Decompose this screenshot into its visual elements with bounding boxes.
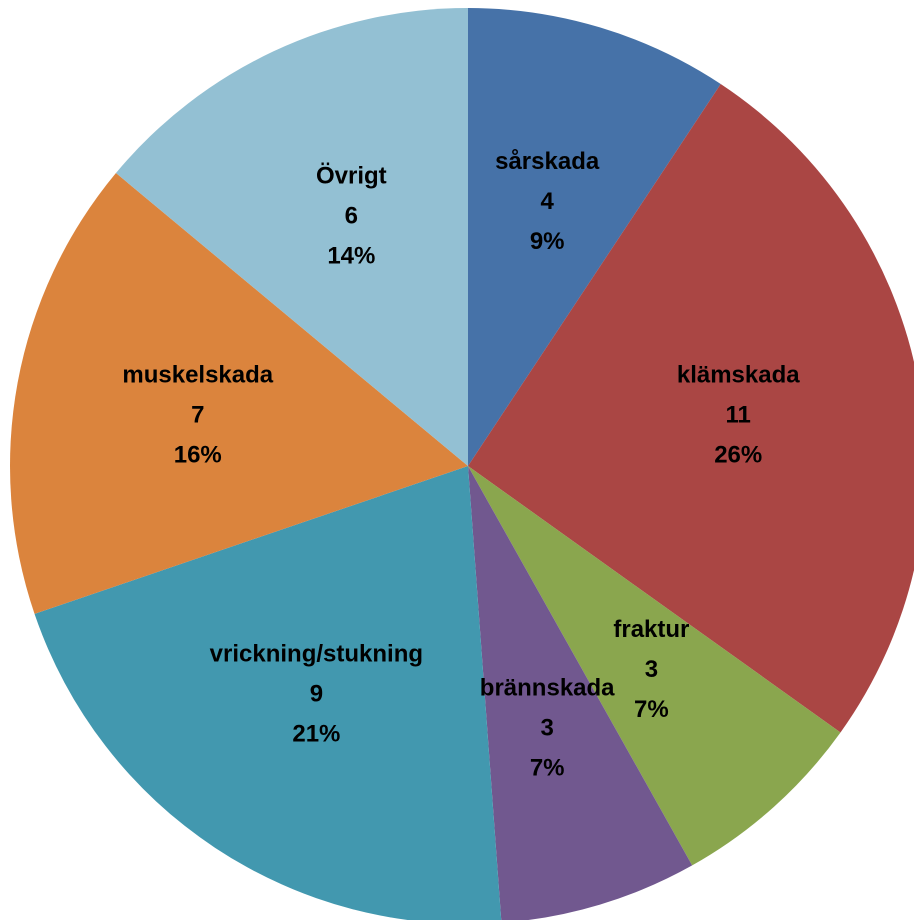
slice-value: 6 — [345, 203, 358, 230]
slice-percent: 9% — [530, 228, 565, 255]
slice-name: sårskada — [495, 148, 600, 175]
slice-name: brännskada — [480, 674, 615, 701]
slice-name: muskelskada — [122, 361, 273, 388]
slice-percent: 16% — [174, 441, 222, 468]
slice-percent: 14% — [327, 243, 375, 270]
slice-value: 4 — [540, 188, 554, 215]
pie-slice — [10, 173, 468, 614]
slice-value: 7 — [191, 401, 204, 428]
pie-slice — [34, 466, 502, 920]
slice-value: 3 — [645, 656, 658, 683]
slice-value: 3 — [540, 714, 553, 741]
slice-percent: 7% — [634, 696, 669, 723]
pie-slice — [115, 8, 469, 466]
slice-percent: 26% — [714, 441, 762, 468]
slice-value: 11 — [726, 401, 751, 428]
pie-slice — [468, 466, 693, 920]
slice-name: vrickning/stukning — [210, 641, 423, 668]
slice-name: fraktur — [613, 616, 689, 643]
slice-name: klämskada — [677, 361, 800, 388]
slice-percent: 7% — [530, 754, 565, 781]
slice-name: Övrigt — [316, 163, 387, 190]
slice-value: 9 — [310, 681, 323, 708]
pie-slice — [468, 8, 721, 466]
slice-percent: 21% — [292, 721, 340, 748]
pie-slice — [468, 84, 914, 733]
pie-slice — [468, 466, 841, 866]
